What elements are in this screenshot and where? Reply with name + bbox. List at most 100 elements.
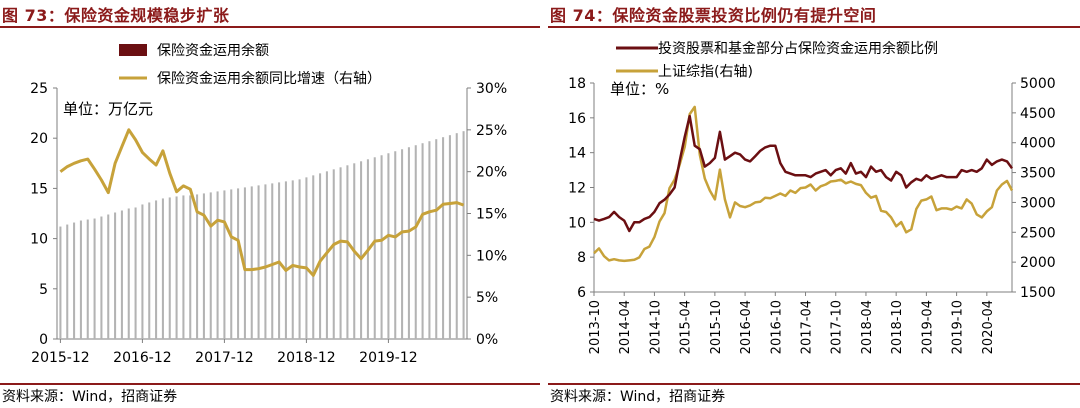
bar <box>182 195 185 339</box>
legend-label: 上证综指(右轴) <box>658 64 753 80</box>
bar <box>298 179 301 339</box>
bar <box>107 214 110 339</box>
x-tick-label: 2019-04 <box>920 300 935 354</box>
x-tick-label: 2015-10 <box>709 300 724 354</box>
source-note: 资料来源：Wind，招商证券 <box>550 389 726 405</box>
bar <box>421 143 424 339</box>
source-note: 资料来源：Wind，招商证券 <box>2 389 178 405</box>
bar <box>216 191 219 339</box>
bar <box>148 202 151 339</box>
bar <box>332 169 335 339</box>
bar <box>373 157 376 339</box>
y-tick-label-right: 4500 <box>1020 106 1056 122</box>
series-line-growth <box>59 128 465 277</box>
bar <box>346 165 349 339</box>
bar <box>189 195 192 339</box>
chart-title: 图 74：保险资金股票投资比例仍有提升空间 <box>550 6 877 25</box>
y-tick-label-left: 10 <box>30 232 48 248</box>
unit-note: 单位：万亿元 <box>63 100 153 118</box>
bar <box>93 218 96 339</box>
bar <box>387 153 390 339</box>
bar <box>325 171 328 339</box>
bar <box>155 200 158 339</box>
title-rule <box>0 26 540 28</box>
chart-panel-right: 图 74：保险资金股票投资比例仍有提升空间 6 8 10 12 14 16 18 1500 20… <box>548 0 1080 408</box>
bar <box>223 190 226 339</box>
x-tick-label: 2015-04 <box>679 300 694 354</box>
bar <box>230 189 233 339</box>
x-tick-label: 2014-10 <box>648 300 663 354</box>
x-tick-label: 2017-04 <box>800 300 815 354</box>
y-tick-label-right: 2000 <box>1020 255 1056 271</box>
y-tick-label-left: 25 <box>30 81 48 97</box>
bar <box>319 173 322 339</box>
x-tick-label: 2015-12 <box>31 350 90 366</box>
y-tick-label-right: 5% <box>476 290 498 306</box>
y-tick-label-right: 3500 <box>1020 166 1056 182</box>
bar <box>141 204 144 339</box>
bar <box>284 181 287 339</box>
legend-label: 保险资金运用余额 <box>157 42 269 59</box>
y-tick-label-right: 20% <box>476 165 507 181</box>
bar <box>73 222 76 339</box>
bar <box>79 220 82 339</box>
bar <box>168 197 171 339</box>
y-tick-label-left: 5 <box>39 282 48 298</box>
bar <box>448 135 451 339</box>
bar <box>257 185 260 339</box>
bar <box>414 145 417 339</box>
y-tick-label-right: 2500 <box>1020 225 1056 241</box>
bar <box>175 196 178 339</box>
bar <box>237 188 240 339</box>
source-rule <box>0 383 540 385</box>
x-tick-label: 2016-12 <box>113 350 172 366</box>
x-tick-label: 2019-10 <box>951 300 966 354</box>
chart-title: 图 73：保险资金规模稳步扩张 <box>2 6 230 25</box>
y-tick-label-left: 12 <box>568 181 586 197</box>
title-rule <box>548 26 1080 28</box>
bar <box>134 207 137 339</box>
bar <box>271 183 274 339</box>
bar <box>305 177 308 339</box>
bar <box>114 212 117 339</box>
y-tick-label-right: 15% <box>476 207 507 223</box>
y-tick-label-left: 18 <box>568 76 586 92</box>
bar <box>250 186 253 339</box>
y-tick-label-left: 8 <box>577 250 586 266</box>
y-tick-label-left: 10 <box>568 215 586 231</box>
y-tick-label-right: 4000 <box>1020 136 1056 152</box>
bar <box>209 192 212 339</box>
chart-panel-left: 图 73：保险资金规模稳步扩张 0 5 10 15 20 25 0% 5% 10% 15% 20% 2… <box>0 6 540 405</box>
chart-svg-left: 0 5 10 15 20 25 0% 5% 10% 15% 20% 25% 30% 2015-12 2016… <box>30 42 507 366</box>
source-rule <box>548 383 1080 385</box>
x-tick-label: 2020-04 <box>981 300 996 354</box>
x-tick-label: 2018-10 <box>890 300 905 354</box>
x-tick-label: 2017-10 <box>830 300 845 354</box>
x-tick-label: 2018-12 <box>277 350 336 366</box>
bar <box>401 149 404 339</box>
bar <box>428 141 431 339</box>
y-tick-label-left: 0 <box>39 332 48 348</box>
bar <box>196 194 199 339</box>
y-tick-label-right: 3000 <box>1020 195 1056 211</box>
bar <box>462 131 465 339</box>
y-tick-label-right: 0% <box>476 332 498 348</box>
bar <box>264 184 267 339</box>
legend-label: 保险资金运用余额同比增速（右轴） <box>157 70 381 87</box>
bar <box>291 180 294 339</box>
bar <box>312 175 315 339</box>
x-tick-label: 2016-04 <box>739 300 754 354</box>
x-tick-label: 2018-04 <box>860 300 875 354</box>
bar <box>455 133 458 339</box>
series-line-equity-ratio <box>593 114 1014 233</box>
y-tick-label-right: 25% <box>476 123 507 139</box>
y-tick-label-right: 1500 <box>1020 285 1056 301</box>
bar <box>161 198 164 339</box>
x-tick-label: 2013-10 <box>588 300 603 354</box>
y-tick-label-left: 6 <box>577 285 586 301</box>
bar <box>360 161 363 339</box>
bar <box>59 226 62 339</box>
x-tick-label: 2014-04 <box>618 300 633 354</box>
x-tick-label: 2017-12 <box>195 350 254 366</box>
bar <box>66 224 69 339</box>
